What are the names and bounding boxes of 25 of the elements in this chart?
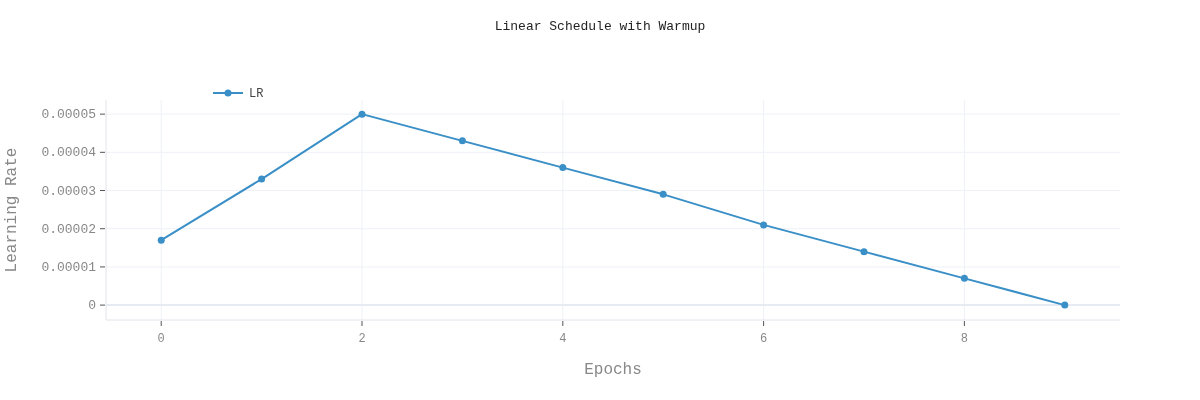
x-axis-title: Epochs [584,361,642,379]
y-tick-label: 0.00002 [41,221,96,237]
x-tick-label: 4 [559,332,567,346]
chart-title: Linear Schedule with Warmup [494,19,706,34]
x-tick-label: 2 [358,332,366,346]
y-tick-label: 0.00004 [41,145,97,161]
point [157,236,165,244]
x-tick-label: 0 [157,332,165,346]
x-tick-label: 6 [759,332,768,346]
point [358,110,366,118]
y-tick-label: 0.00003 [41,183,96,199]
point [760,221,768,229]
point [258,175,266,183]
point [960,274,968,282]
y-tick-label: 0 [88,298,96,314]
y-tick-label: 0.00001 [41,259,97,275]
y-tick-label: 0.00005 [41,107,96,123]
point [458,137,466,145]
legend-label: LR [249,87,264,101]
point [559,164,567,172]
point [1061,301,1069,309]
point [659,190,667,198]
x-tick-label: 8 [960,332,968,346]
point [860,248,868,256]
y-axis-title: Learning Rate [3,147,21,273]
